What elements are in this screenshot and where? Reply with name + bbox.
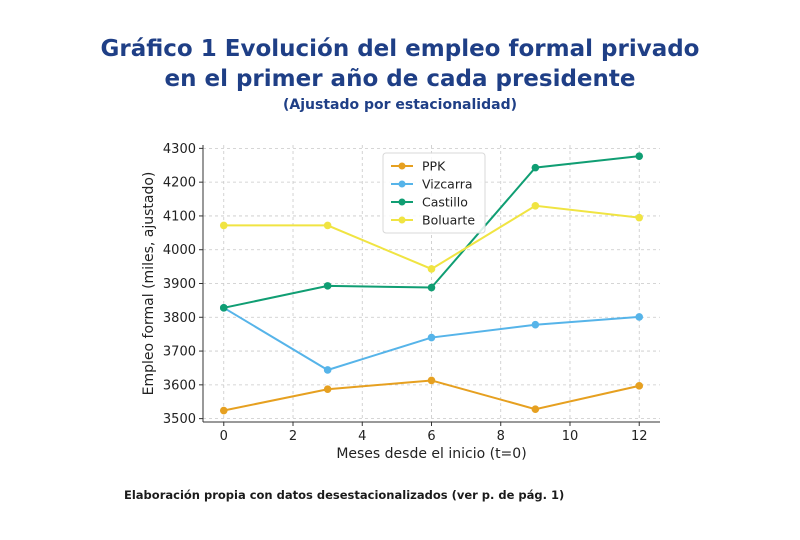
y-tick-label: 3700 — [163, 345, 196, 360]
x-tick-label: 8 — [497, 429, 505, 444]
series-ppk — [219, 376, 644, 415]
data-point — [427, 376, 436, 385]
x-tick-label: 4 — [358, 429, 366, 444]
data-point — [219, 221, 228, 230]
legend-swatch-marker — [398, 216, 406, 224]
y-tick-label: 3800 — [163, 311, 196, 326]
chart-subtitle: (Ajustado por estacionalidad) — [283, 97, 517, 113]
y-tick-label: 4100 — [163, 209, 196, 224]
data-point — [323, 366, 332, 374]
y-tick-label: 3900 — [163, 277, 196, 292]
data-point — [635, 313, 644, 321]
legend: PPK Vizcarra Castillo Boluarte — [382, 152, 486, 234]
data-point — [323, 385, 332, 394]
legend-swatch-marker — [398, 180, 406, 188]
data-point — [635, 152, 644, 160]
chart-title-line1: Gráfico 1 Evolución del empleo formal pr… — [100, 36, 700, 62]
legend-entry: Castillo — [422, 195, 468, 210]
data-point — [531, 320, 540, 329]
y-tick-label: 3600 — [163, 378, 196, 393]
data-point — [323, 221, 332, 230]
y-tick-label: 4300 — [163, 142, 196, 157]
legend-swatch-marker — [398, 162, 406, 170]
source-note: Elaboración propia con datos desestacion… — [124, 488, 565, 502]
data-point — [531, 163, 540, 172]
y-axis-label: Empleo formal (miles, ajustado) — [141, 172, 157, 396]
data-point — [219, 304, 228, 312]
x-tick-label: 12 — [631, 429, 648, 444]
series-castillo — [219, 152, 644, 312]
data-point — [531, 202, 540, 210]
legend-box — [382, 152, 486, 234]
legend-entry: PPK — [422, 159, 446, 174]
data-point — [531, 405, 540, 413]
data-point — [219, 406, 228, 415]
data-point — [635, 382, 644, 390]
y-tick-label: 4200 — [163, 176, 196, 191]
data-point — [323, 282, 332, 290]
y-tick-label: 3500 — [163, 412, 196, 427]
data-point — [427, 265, 436, 273]
legend-entry: Vizcarra — [422, 177, 473, 192]
x-tick-label: 0 — [220, 429, 228, 444]
y-tick-label: 4000 — [163, 243, 196, 258]
chart-title-line2: en el primer año de cada presidente — [164, 66, 636, 92]
x-tick-label: 6 — [427, 429, 435, 444]
legend-entry: Boluarte — [422, 213, 475, 228]
data-point — [635, 213, 644, 222]
series-boluarte — [219, 202, 644, 273]
chart-title: Gráfico 1 Evolución del empleo formal pr… — [0, 34, 800, 94]
data-point — [427, 333, 436, 342]
x-axis-label: Meses desde el inicio (t=0) — [336, 446, 526, 462]
legend-swatch-marker — [398, 198, 406, 206]
x-tick-label: 2 — [289, 429, 297, 444]
x-tick-label: 10 — [562, 429, 579, 444]
data-point — [427, 283, 436, 292]
